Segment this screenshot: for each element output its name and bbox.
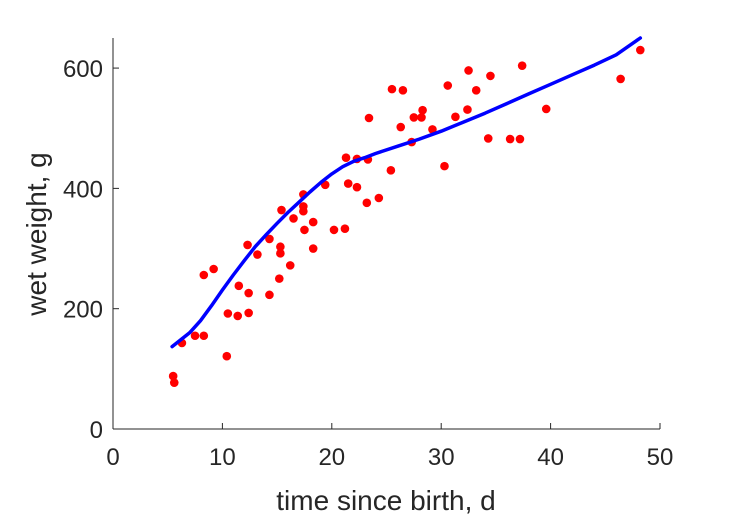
data-point (299, 206, 308, 216)
x-tick-label: 10 (209, 444, 236, 471)
data-point (515, 134, 525, 144)
y-axis-label: wet weight, g (21, 152, 52, 316)
data-point (300, 225, 309, 235)
data-point (486, 71, 495, 81)
x-tick-label: 30 (428, 444, 455, 471)
data-point (541, 104, 551, 114)
y-tick-label: 200 (63, 297, 103, 324)
data-point (505, 134, 515, 144)
data-point (341, 153, 351, 163)
data-point (222, 351, 232, 361)
data-point (443, 81, 453, 90)
data-point (343, 179, 353, 188)
data-point (199, 331, 209, 341)
data-point (387, 84, 397, 94)
data-point (396, 122, 406, 132)
x-axis-label: time since birth, d (276, 485, 495, 516)
data-point (168, 371, 178, 381)
data-point (471, 86, 481, 95)
data-point (463, 105, 472, 114)
plot-area (168, 36, 645, 387)
data-point (234, 281, 244, 291)
x-tick-label: 50 (647, 444, 674, 471)
data-point (274, 274, 284, 283)
y-tick-label: 600 (63, 56, 103, 83)
data-point (169, 378, 179, 387)
data-point (289, 214, 298, 223)
data-point (209, 264, 218, 274)
data-point (636, 45, 645, 55)
y-tick-label: 400 (63, 176, 103, 203)
data-point (417, 113, 426, 122)
x-tick-label: 40 (537, 444, 564, 471)
data-point (409, 113, 419, 122)
data-point (308, 244, 318, 253)
data-point (464, 66, 473, 75)
x-tick-label: 20 (318, 444, 345, 471)
data-point (276, 242, 285, 252)
data-point (517, 61, 527, 70)
data-point (418, 105, 427, 115)
data-point (398, 86, 408, 95)
data-point (190, 331, 200, 341)
data-point (244, 308, 253, 318)
data-point (386, 166, 396, 175)
data-point (428, 125, 437, 134)
data-point (329, 225, 339, 235)
data-point (199, 270, 209, 280)
data-point (253, 250, 262, 259)
ticks: 0 10 20 30 40 50 0 200 400 600 (63, 56, 673, 471)
data-point (308, 217, 318, 227)
data-point (223, 309, 233, 318)
data-point (374, 193, 384, 203)
y-tick-label: 0 (90, 417, 103, 444)
data-point (277, 205, 286, 215)
data-point (483, 134, 493, 143)
fit-curve (170, 36, 643, 349)
data-point (451, 112, 460, 122)
data-point (285, 261, 295, 270)
data-point (244, 288, 253, 298)
data-point (340, 224, 350, 233)
data-point (276, 249, 285, 258)
data-point (352, 182, 362, 192)
data-point (265, 290, 274, 300)
data-point (265, 234, 274, 244)
data-point (362, 198, 372, 208)
data-point (364, 113, 374, 123)
axes (112, 38, 660, 430)
data-point (440, 161, 449, 171)
data-point (243, 240, 252, 250)
data-point (233, 311, 243, 321)
x-tick-label: 0 (106, 444, 119, 471)
data-point (616, 74, 625, 84)
